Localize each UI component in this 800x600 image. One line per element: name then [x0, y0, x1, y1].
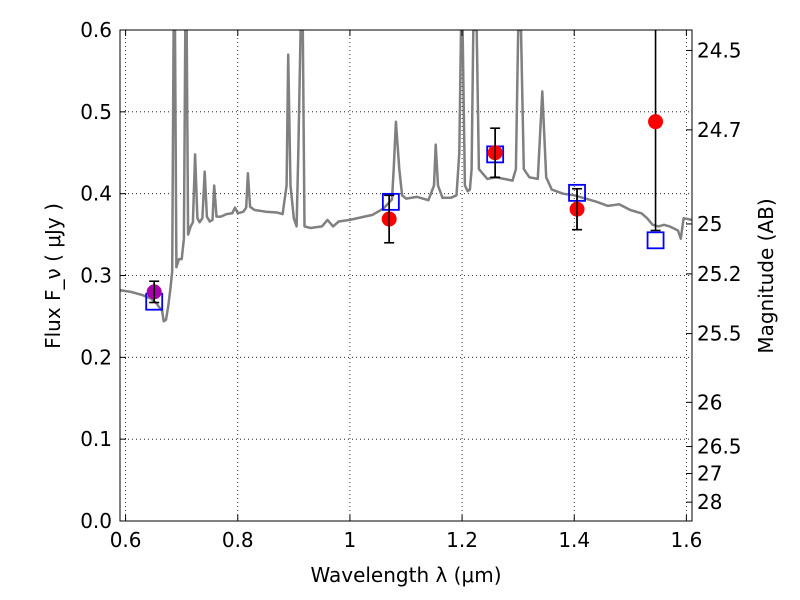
x-tick-label: 1.6 — [670, 528, 702, 552]
model-band-square — [381, 192, 400, 211]
plot-frame — [119, 29, 693, 522]
y-tick-label: 0.0 — [80, 509, 112, 533]
grid-lines — [120, 29, 692, 522]
right-axis-label: Magnitude (AB) — [754, 198, 778, 353]
y-tick-label: 0.4 — [80, 182, 112, 206]
y-tick-label: 0.6 — [80, 18, 112, 42]
right-tick-label: 28 — [697, 490, 722, 514]
right-tick-label: 24.5 — [697, 38, 742, 62]
right-tick-label: 25 — [697, 212, 722, 236]
x-tick-label: 0.8 — [222, 528, 254, 552]
x-tick-labels: 0.6 0.8 1 1.2 1.4 1.6 — [110, 528, 703, 552]
observed-point — [648, 114, 664, 130]
right-tick-label: 25.5 — [697, 322, 742, 346]
spectrum-line — [120, 30, 692, 323]
axis-ticks — [120, 29, 692, 522]
right-tick-labels: 24.5 24.7 25 25.2 25.5 26 26.5 27 28 — [697, 38, 742, 514]
y-tick-label: 0.3 — [80, 264, 112, 288]
right-tick-label: 24.7 — [697, 118, 742, 142]
right-tick-label: 26 — [697, 390, 722, 414]
x-tick-label: 1.2 — [446, 528, 478, 552]
right-tick-label: 27 — [697, 462, 722, 486]
error-bars — [149, 30, 661, 304]
y-tick-label: 0.1 — [80, 427, 112, 451]
x-axis-label: Wavelength λ (μm) — [310, 563, 501, 587]
x-tick-label: 1 — [344, 528, 357, 552]
x-tick-label: 1.4 — [558, 528, 590, 552]
y-tick-labels: 0.0 0.1 0.2 0.3 0.4 0.5 0.6 — [80, 18, 112, 533]
y-tick-label: 0.5 — [80, 100, 112, 124]
y-tick-label: 0.2 — [80, 345, 112, 369]
model-spectrum — [120, 30, 692, 323]
right-tick-label: 25.2 — [697, 262, 742, 286]
observed-markers — [146, 114, 664, 303]
right-tick-label: 26.5 — [697, 435, 742, 459]
y-axis-label: Flux F_ν ( μJy ) — [41, 203, 65, 349]
x-tick-label: 0.6 — [110, 528, 142, 552]
model-band-square — [646, 231, 665, 250]
model-band-markers — [145, 145, 665, 311]
